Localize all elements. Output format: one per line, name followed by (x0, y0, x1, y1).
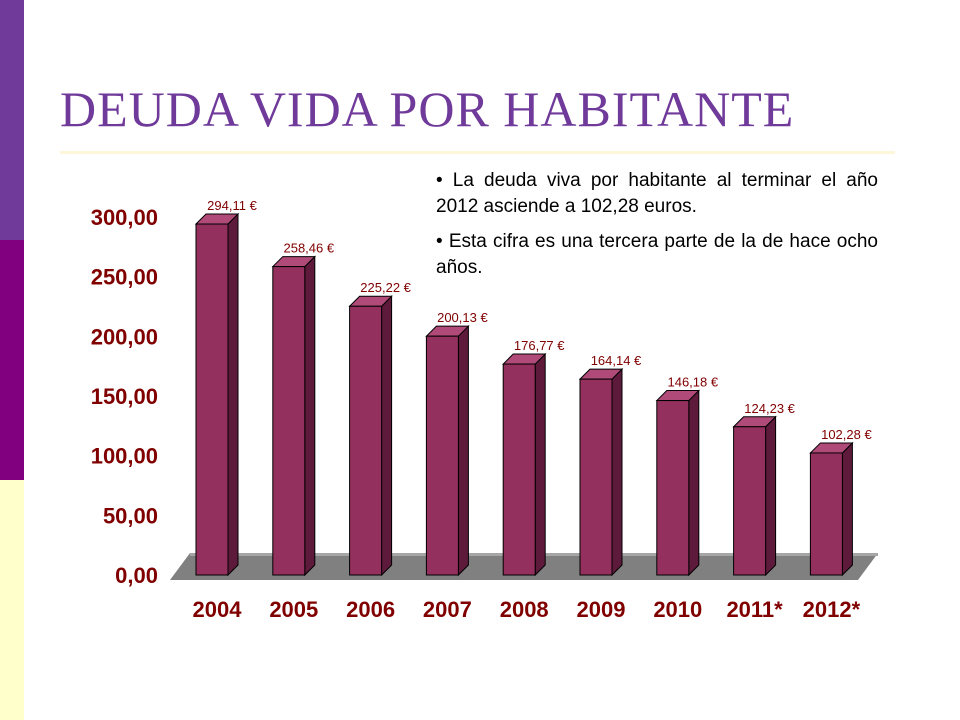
bar-side (534, 352, 546, 577)
x-tick-label: 2007 (423, 597, 472, 622)
slide-title: DEUDA VIDA POR HABITANTE (60, 81, 795, 137)
bar-side (457, 324, 469, 577)
y-tick-label: 100,00 (91, 444, 158, 469)
x-tick-label: 2011* (726, 597, 783, 622)
bar (272, 266, 306, 576)
y-tick-label: 50,00 (103, 503, 158, 528)
bar-side (765, 415, 777, 577)
bar (195, 223, 229, 576)
data-label: 164,14 € (591, 353, 642, 368)
bar (502, 363, 536, 576)
x-tick-label: 2006 (346, 597, 395, 622)
bullet-list: • La deuda viva por habitante al termina… (436, 168, 878, 291)
bar-side (304, 255, 316, 577)
bar-side (227, 212, 239, 577)
x-tick-label: 2005 (269, 597, 318, 622)
data-label: 124,23 € (744, 401, 795, 416)
bar (809, 452, 843, 576)
bullet-item: • La deuda viva por habitante al termina… (436, 170, 878, 217)
title-underline (60, 151, 895, 154)
side-bar-middle (0, 240, 24, 480)
x-tick-label: 2012* (803, 597, 861, 622)
y-tick-label: 250,00 (91, 265, 158, 290)
bar-side (611, 367, 623, 577)
data-label: 146,18 € (667, 375, 718, 390)
bullet-item: • Esta cifra es una tercera parte de la … (436, 231, 878, 278)
side-bar-top (0, 0, 24, 240)
data-label: 176,77 € (514, 338, 565, 353)
x-tick-label: 2009 (577, 597, 626, 622)
y-tick-label: 0,00 (115, 563, 158, 588)
bar-side (841, 441, 853, 577)
y-tick-label: 200,00 (91, 324, 158, 349)
bar (656, 400, 690, 576)
bar (733, 426, 767, 576)
data-label: 200,13 € (437, 310, 488, 325)
y-tick-label: 150,00 (91, 384, 158, 409)
side-bar-bottom (0, 480, 24, 720)
bar (349, 305, 383, 576)
bar-side (688, 389, 700, 577)
bar (425, 335, 459, 576)
bar (579, 378, 613, 576)
y-tick-label: 300,00 (91, 205, 158, 230)
data-label: 102,28 € (821, 427, 872, 442)
x-tick-label: 2004 (193, 597, 243, 622)
data-label: 294,11 € (207, 198, 257, 213)
data-label: 258,46 € (283, 241, 334, 256)
data-label: 225,22 € (360, 280, 411, 295)
x-tick-label: 2010 (653, 597, 702, 622)
bar-side (381, 295, 393, 577)
x-tick-label: 2008 (500, 597, 549, 622)
